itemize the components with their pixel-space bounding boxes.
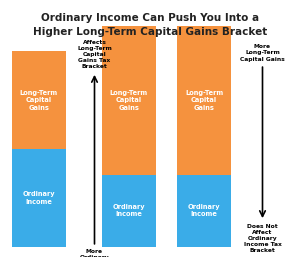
Text: Ordinary
Income: Ordinary Income [23,191,55,205]
Bar [177,175,231,247]
Bar [12,149,66,247]
Text: Ordinary
Income: Ordinary Income [188,204,220,217]
Text: Long-Term
Capital
Gains: Long-Term Capital Gains [110,90,148,111]
Text: Long-Term
Capital
Gains: Long-Term Capital Gains [185,90,223,111]
Text: More
Long-Term
Capital Gains: More Long-Term Capital Gains [240,44,285,62]
Bar [102,26,156,175]
Bar [177,26,231,175]
Bar [102,175,156,247]
Text: Ordinary
Income: Ordinary Income [113,204,145,217]
Text: More
Ordinary
Income: More Ordinary Income [80,249,109,257]
Text: Long-Term
Capital
Gains: Long-Term Capital Gains [20,90,58,111]
Text: Does Not
Affect
Ordinary
Income Tax
Bracket: Does Not Affect Ordinary Income Tax Brac… [244,224,281,253]
Text: Ordinary Income Can Push You Into a
Higher Long-Term Capital Gains Bracket: Ordinary Income Can Push You Into a High… [33,13,267,37]
Bar [12,51,66,149]
Text: Affects
Long-Term
Capital
Gains Tax
Bracket: Affects Long-Term Capital Gains Tax Brac… [77,40,112,69]
